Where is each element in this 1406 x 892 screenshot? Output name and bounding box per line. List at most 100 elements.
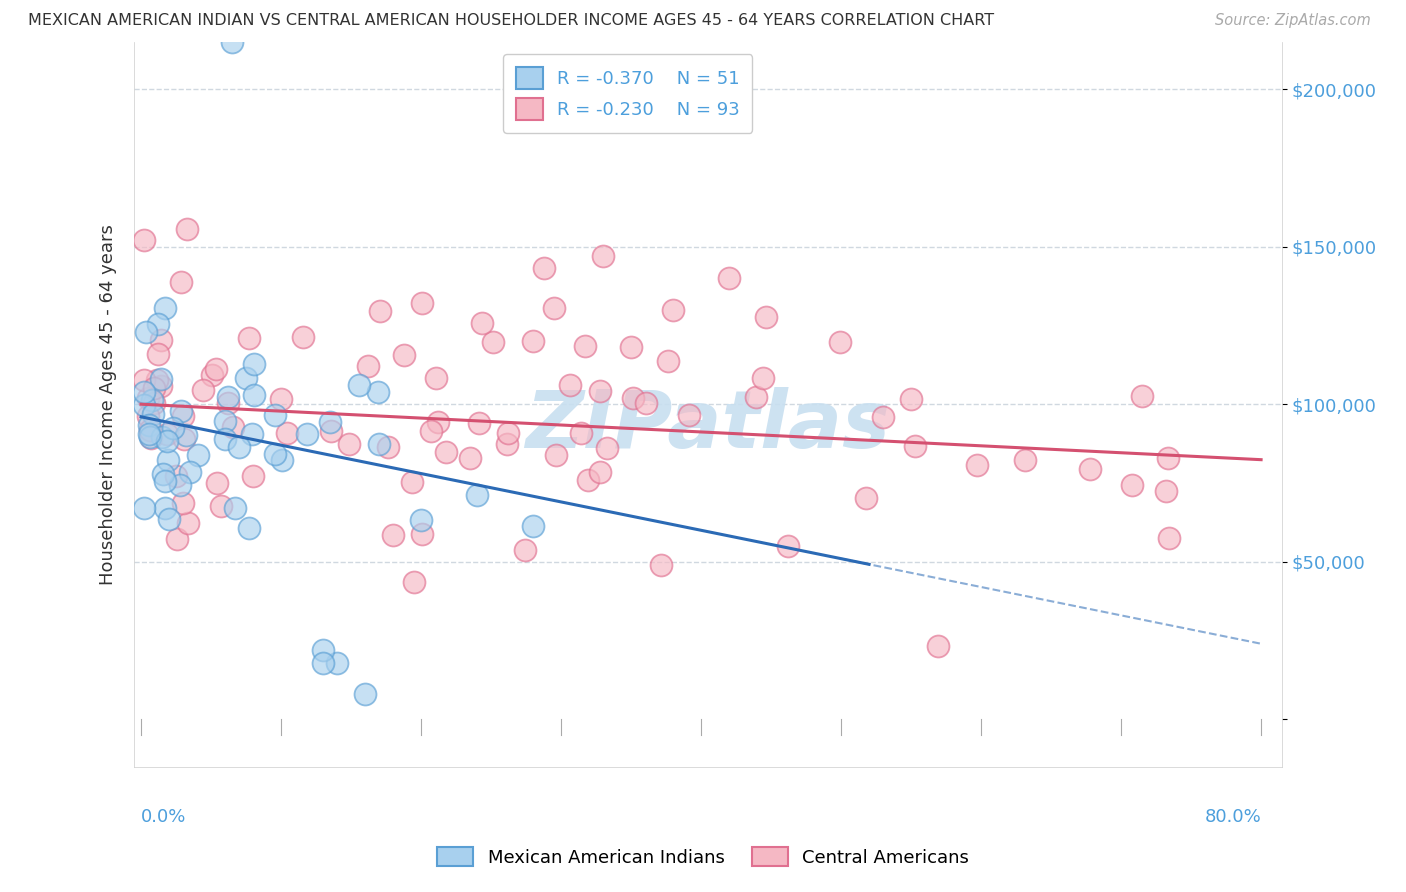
Point	[657, 353, 679, 368]
Point	[155, 500, 177, 515]
Point	[138, 426, 160, 441]
Point	[367, 385, 389, 400]
Point	[828, 334, 851, 349]
Point	[1130, 389, 1153, 403]
Point	[576, 473, 599, 487]
Point	[173, 432, 195, 446]
Point	[402, 574, 425, 589]
Point	[142, 407, 165, 421]
Point	[222, 420, 245, 434]
Point	[242, 468, 264, 483]
Point	[381, 528, 404, 542]
Point	[589, 465, 612, 479]
Point	[354, 687, 377, 701]
Point	[240, 426, 263, 441]
Point	[1157, 450, 1180, 465]
Legend: R = -0.370    N = 51, R = -0.230    N = 93: R = -0.370 N = 51, R = -0.230 N = 93	[503, 54, 752, 133]
Point	[662, 302, 685, 317]
Point	[176, 222, 198, 236]
Point	[312, 643, 335, 657]
Point	[312, 656, 335, 670]
Point	[148, 347, 170, 361]
Text: ZIPatlas: ZIPatlas	[526, 387, 890, 465]
Point	[411, 296, 433, 310]
Point	[297, 426, 319, 441]
Point	[401, 475, 423, 490]
Point	[543, 301, 565, 315]
Point	[270, 392, 292, 407]
Point	[263, 409, 285, 423]
Point	[153, 474, 176, 488]
Point	[1078, 461, 1101, 475]
Point	[217, 396, 239, 410]
Point	[558, 378, 581, 392]
Point	[1156, 483, 1178, 498]
Point	[170, 276, 193, 290]
Point	[368, 437, 391, 451]
Point	[326, 656, 349, 670]
Point	[141, 431, 163, 445]
Point	[165, 468, 187, 483]
Point	[150, 334, 173, 348]
Point	[142, 381, 165, 395]
Point	[855, 491, 877, 505]
Point	[927, 640, 949, 654]
Point	[411, 527, 433, 541]
Point	[156, 426, 179, 441]
Point	[745, 390, 768, 404]
Point	[900, 392, 922, 406]
Point	[319, 425, 342, 439]
Point	[132, 233, 155, 247]
Text: Source: ZipAtlas.com: Source: ZipAtlas.com	[1215, 13, 1371, 29]
Point	[179, 465, 201, 479]
Point	[392, 348, 415, 362]
Point	[522, 334, 544, 348]
Point	[458, 451, 481, 466]
Point	[588, 384, 610, 399]
Point	[419, 424, 441, 438]
Point	[146, 373, 169, 387]
Point	[157, 511, 180, 525]
Point	[349, 378, 371, 392]
Point	[718, 271, 741, 285]
Point	[162, 421, 184, 435]
Point	[132, 385, 155, 400]
Point	[132, 399, 155, 413]
Point	[574, 338, 596, 352]
Text: MEXICAN AMERICAN INDIAN VS CENTRAL AMERICAN HOUSEHOLDER INCOME AGES 45 - 64 YEAR: MEXICAN AMERICAN INDIAN VS CENTRAL AMERI…	[28, 13, 994, 29]
Point	[209, 499, 232, 513]
Point	[170, 404, 193, 418]
Point	[426, 415, 449, 429]
Point	[1121, 477, 1143, 491]
Point	[172, 496, 194, 510]
Point	[596, 441, 619, 455]
Point	[143, 396, 166, 410]
Point	[141, 392, 163, 407]
Point	[217, 391, 239, 405]
Point	[370, 304, 392, 318]
Point	[169, 478, 191, 492]
Point	[481, 334, 503, 349]
Text: 0.0%: 0.0%	[141, 807, 187, 826]
Point	[205, 362, 228, 376]
Point	[174, 428, 197, 442]
Point	[172, 409, 194, 424]
Point	[465, 488, 488, 502]
Legend: Mexican American Indians, Central Americans: Mexican American Indians, Central Americ…	[430, 840, 976, 874]
Point	[132, 501, 155, 516]
Point	[228, 440, 250, 454]
Point	[755, 310, 778, 324]
Point	[235, 371, 257, 385]
Point	[751, 370, 773, 384]
Point	[425, 371, 447, 385]
Point	[166, 532, 188, 546]
Point	[136, 391, 159, 405]
Point	[193, 384, 215, 398]
Point	[468, 416, 491, 430]
Point	[872, 410, 894, 425]
Y-axis label: Householder Income Ages 45 - 64 years: Householder Income Ages 45 - 64 years	[100, 224, 117, 584]
Point	[138, 418, 160, 433]
Point	[264, 447, 287, 461]
Point	[678, 408, 700, 422]
Point	[620, 341, 643, 355]
